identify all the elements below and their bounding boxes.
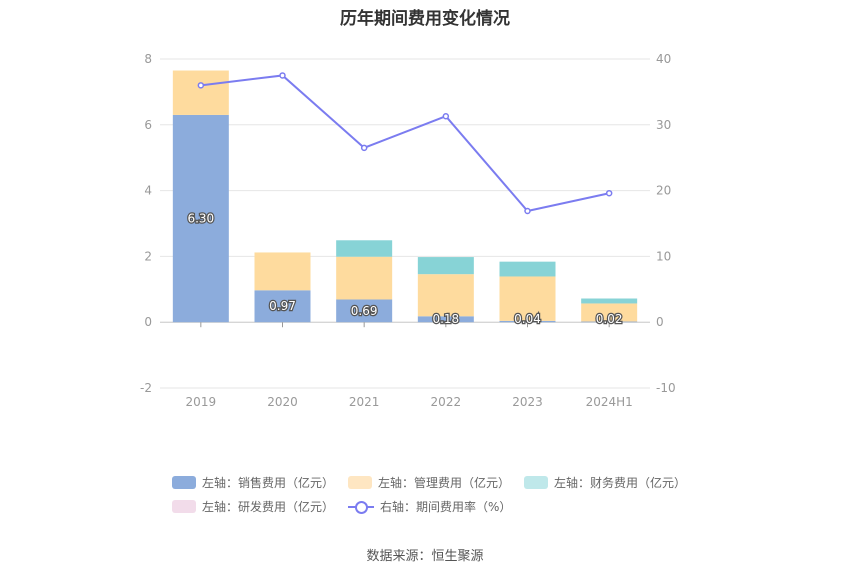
legend-rate-swatch — [348, 500, 375, 514]
sales-data-label: 0.69 — [351, 304, 378, 318]
right-tick-label: 20 — [656, 184, 671, 198]
legend-sales-label: 左轴：销售费用（亿元） — [202, 476, 335, 490]
bar-0-2023 — [499, 320, 556, 323]
bar-2-2021 — [336, 240, 393, 257]
bar-0-2020 — [254, 290, 311, 323]
bar-2-2023 — [499, 261, 556, 277]
left-tick-label: -2 — [140, 381, 152, 395]
legend-row-2: 左轴：研发费用（亿元） 右轴：期间费用率（%） — [172, 498, 511, 515]
sales-data-label: 0.18 — [432, 312, 459, 326]
x-tick-label: 2021 — [349, 395, 380, 409]
left-tick-label: 6 — [144, 118, 152, 132]
left-tick-label: 4 — [144, 184, 152, 198]
bar-1-2024H1 — [581, 303, 638, 322]
legend-sales[interactable]: 左轴：销售费用（亿元） — [172, 474, 334, 491]
left-tick-label: 2 — [144, 249, 152, 263]
rate-point-2024H1 — [605, 189, 613, 197]
bar-0-2019 — [172, 114, 229, 323]
sales-data-label: 0.04 — [514, 312, 541, 326]
legend-row-1: 左轴：销售费用（亿元） 左轴：管理费用（亿元） 左轴：财务费用（亿元） — [172, 474, 686, 491]
bar-2-2024H1 — [581, 298, 638, 304]
right-tick-label: -10 — [656, 381, 676, 395]
bar-2-2022 — [417, 257, 474, 275]
x-tick-label: 2022 — [431, 395, 462, 409]
x-tick-label: 2023 — [512, 395, 543, 409]
bar-1-2019 — [172, 70, 229, 115]
right-tick-label: 10 — [656, 249, 671, 263]
x-tick-label: 2024H1 — [586, 395, 633, 409]
left-tick-label: 8 — [144, 52, 152, 66]
chart-title: 历年期间费用变化情况 — [340, 9, 510, 29]
legend-admin-label: 左轴：管理费用（亿元） — [378, 476, 511, 490]
legend-finance-label: 左轴：财务费用（亿元） — [554, 476, 687, 490]
legend-admin[interactable]: 左轴：管理费用（亿元） — [348, 474, 510, 491]
left-tick-label: 0 — [144, 315, 152, 329]
legend-admin-swatch — [348, 476, 373, 489]
bar-1-2020 — [254, 252, 311, 291]
right-tick-label: 40 — [656, 52, 671, 66]
data-source: 数据来源：恒生聚源 — [366, 549, 484, 564]
bar-1-2022 — [417, 274, 474, 317]
bar-1-2021 — [336, 256, 393, 300]
legend-finance[interactable]: 左轴：财务费用（亿元） — [524, 474, 686, 491]
sales-data-label: 6.30 — [187, 212, 214, 226]
rate-point-2019 — [197, 82, 205, 89]
legend-rd-label: 左轴：研发费用（亿元） — [202, 500, 335, 514]
chart-plot: -2 0 2 4 6 8 -10 0 10 20 30 40 2019 2020 2021 2022 2023 2… — [140, 52, 676, 409]
legend-rate[interactable]: 右轴：期间费用率（%） — [348, 498, 511, 515]
bar-0-2022 — [417, 316, 474, 323]
bar-1-2023 — [499, 276, 556, 321]
sales-data-label: 0.02 — [596, 312, 623, 326]
legend-finance-swatch — [524, 476, 549, 489]
x-tick-label: 2019 — [186, 395, 217, 409]
rate-point-2023 — [524, 207, 531, 215]
sales-data-label: 0.97 — [269, 299, 296, 313]
bar-0-2021 — [336, 299, 393, 323]
legend-rd-swatch — [172, 500, 196, 513]
rate-line — [200, 74, 610, 213]
right-tick-label: 30 — [656, 118, 671, 132]
bar-0-2024H1 — [581, 321, 638, 323]
legend-rd[interactable]: 左轴：研发费用（亿元） — [172, 498, 334, 515]
rate-point-2020 — [279, 72, 286, 79]
legend-sales-swatch — [172, 476, 196, 489]
legend-rate-label: 右轴：期间费用率（%） — [380, 500, 512, 514]
rate-point-2021 — [360, 144, 368, 152]
rate-point-2022 — [442, 112, 450, 120]
right-tick-label: 0 — [656, 315, 664, 329]
x-tick-label: 2020 — [267, 395, 298, 409]
